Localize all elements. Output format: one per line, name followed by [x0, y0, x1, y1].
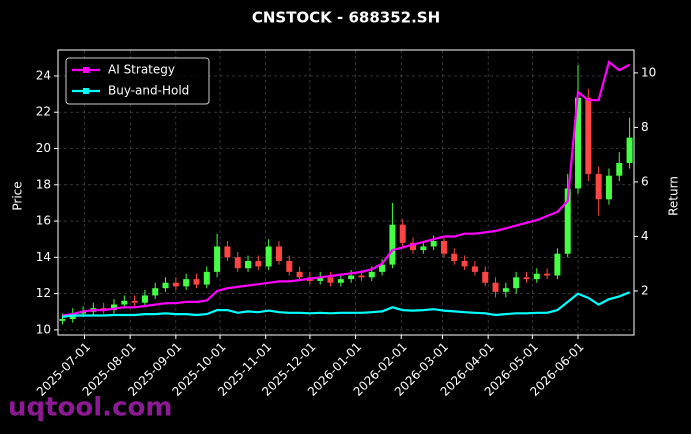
legend-label: AI Strategy — [108, 63, 175, 77]
y2-tick-label: 2 — [641, 283, 649, 297]
candle-body — [337, 279, 344, 283]
candle-body — [141, 295, 148, 303]
y-tick-label: 22 — [36, 105, 51, 119]
y2-tick-label: 4 — [641, 229, 649, 243]
candle-body — [234, 257, 241, 269]
candle-body — [626, 137, 633, 164]
candle-body — [203, 271, 210, 285]
candle-body — [275, 246, 282, 261]
series-line — [62, 291, 631, 318]
y-tick-label: 18 — [36, 177, 51, 191]
y-tick-label: 24 — [36, 68, 51, 82]
candle-body — [265, 246, 272, 267]
y-tick-label: 16 — [36, 214, 51, 228]
y-axis-label: Price — [11, 181, 25, 210]
candle-body — [533, 273, 540, 280]
candle-body — [296, 271, 303, 278]
candle-body — [152, 288, 159, 296]
candle-body — [358, 275, 365, 278]
y2-tick-label: 6 — [641, 174, 649, 188]
candle-body — [162, 282, 169, 289]
candle-body — [410, 242, 417, 251]
y-tick-label: 10 — [36, 322, 51, 336]
candle-body — [59, 319, 66, 321]
candle-body — [286, 260, 293, 272]
candle-body — [616, 163, 623, 176]
candle-body — [595, 173, 602, 200]
candle-body — [605, 175, 612, 200]
watermark: uqtool.com — [8, 393, 172, 423]
y2-axis-label: Return — [667, 176, 681, 216]
candle-body — [440, 241, 447, 254]
series-line — [62, 60, 631, 317]
candle-body — [389, 224, 396, 265]
candle-body — [492, 282, 499, 292]
candle-body — [420, 246, 427, 251]
candle-body — [172, 282, 179, 287]
candle-body — [224, 246, 231, 258]
candle-body — [544, 273, 551, 276]
candle-body — [513, 277, 520, 289]
candle-body — [327, 277, 334, 283]
y-tick-label: 14 — [36, 250, 51, 264]
legend-label: Buy-and-Hold — [108, 84, 189, 98]
candle-body — [482, 271, 489, 283]
legend-marker — [83, 88, 89, 94]
candle-body — [245, 260, 252, 269]
candle-body — [399, 224, 406, 243]
candle-body — [502, 288, 509, 292]
candle-body — [471, 266, 478, 272]
candle-body — [255, 260, 262, 267]
candle-body — [110, 304, 117, 310]
candle-body — [523, 277, 530, 280]
plot-frame — [57, 49, 635, 336]
candle-body — [193, 279, 200, 285]
y2-tick-label: 8 — [641, 120, 649, 134]
candle-body — [379, 264, 386, 272]
candle-body — [564, 188, 571, 254]
candle-body — [585, 97, 592, 174]
candle-body — [183, 279, 190, 287]
candle-body — [430, 241, 437, 247]
chart-title: CNSTOCK - 688352.SH — [252, 9, 440, 27]
y-tick-label: 12 — [36, 286, 51, 300]
candle-body — [317, 277, 324, 281]
candle-body — [554, 253, 561, 276]
candle-body — [461, 260, 468, 267]
candle-body — [368, 271, 375, 278]
y-tick-label: 20 — [36, 141, 51, 155]
legend-marker — [83, 67, 89, 73]
candle-body — [131, 300, 138, 303]
candle-body — [121, 300, 128, 305]
candle-body — [80, 311, 87, 314]
candle-body — [451, 253, 458, 261]
legend-box — [65, 57, 210, 105]
y2-tick-label: 10 — [641, 65, 656, 79]
candle-body — [214, 246, 221, 272]
candle-body — [575, 97, 582, 189]
candle-body — [348, 275, 355, 280]
